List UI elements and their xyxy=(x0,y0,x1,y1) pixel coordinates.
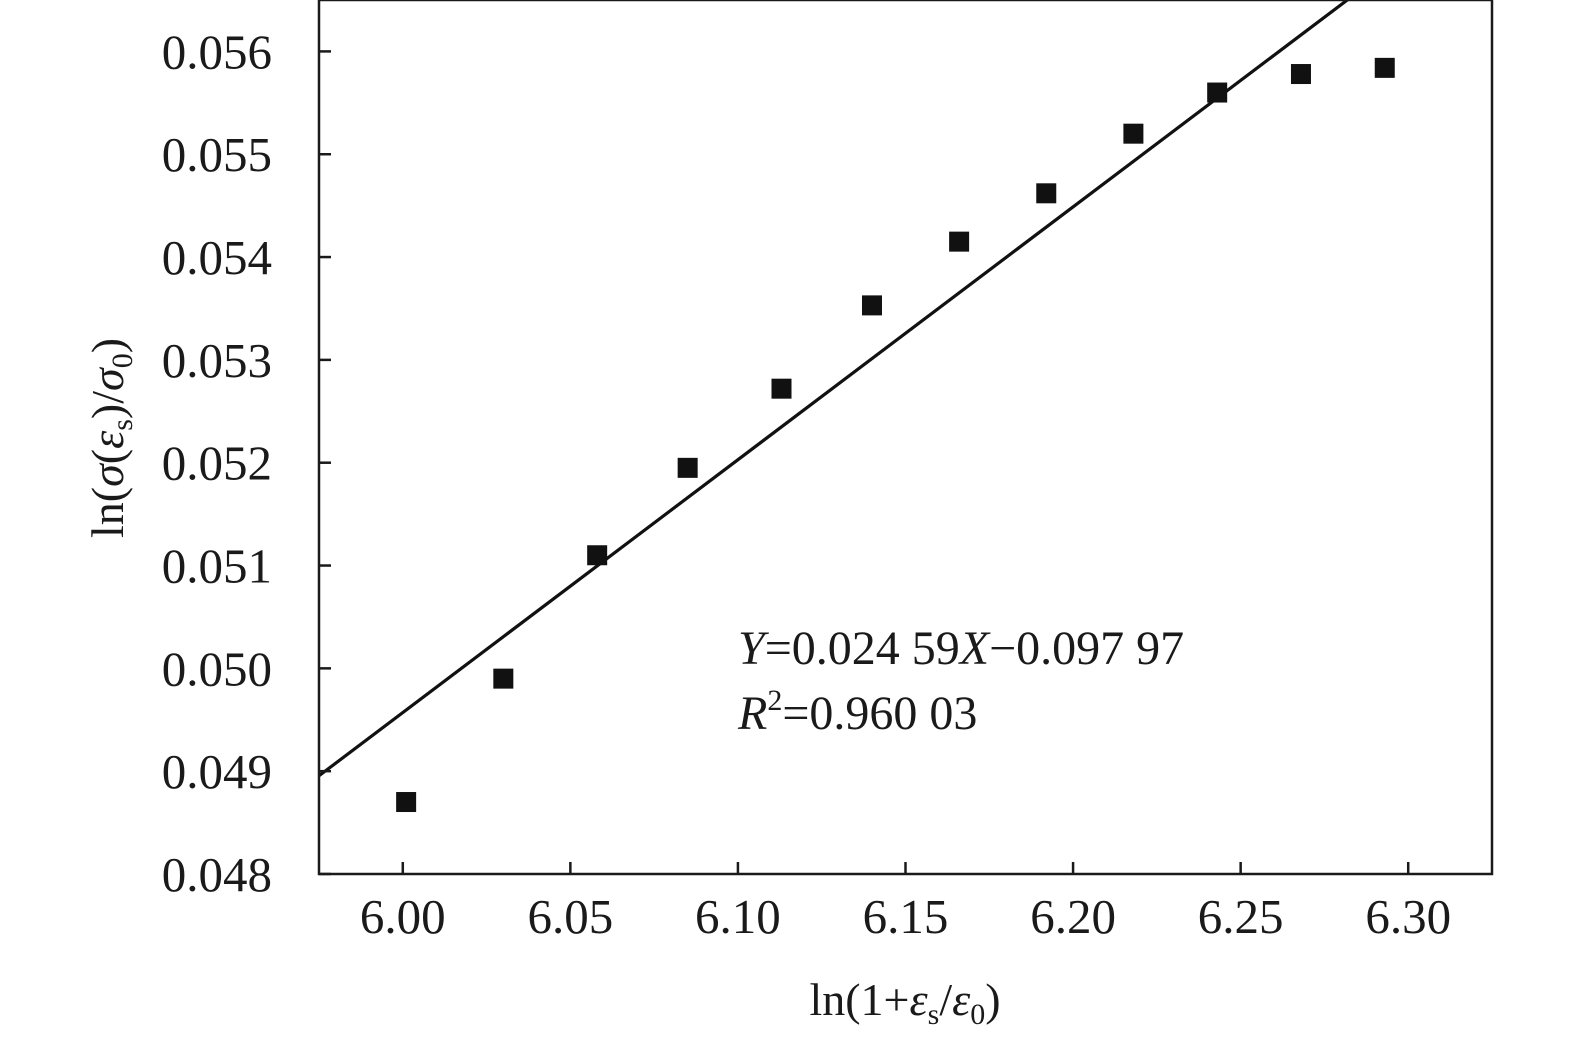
y-tick-label: 0.052 xyxy=(162,436,272,491)
y-axis-title-sub-s: s xyxy=(106,419,139,431)
data-point xyxy=(1036,183,1057,204)
y-axis-title-open: ( xyxy=(82,449,133,464)
x-axis-title-prefix: ln(1+ xyxy=(809,974,909,1025)
r-squared-superscript: 2 xyxy=(767,684,782,717)
x-tick-label: 6.20 xyxy=(1030,889,1116,944)
x-axis-title: ln(1+εs/ε0) xyxy=(809,974,1000,1031)
data-point xyxy=(949,231,970,252)
y-axis-title-sigma: σ xyxy=(82,462,133,487)
data-point xyxy=(1374,57,1395,78)
data-point xyxy=(677,457,698,478)
data-point xyxy=(771,378,792,399)
r-squared: R2=0.960 03 xyxy=(737,684,977,740)
axis-ticks xyxy=(319,50,1410,876)
r-squared-value: =0.960 03 xyxy=(782,687,977,740)
y-tick-label: 0.053 xyxy=(162,333,272,388)
data-point xyxy=(1123,123,1144,144)
r-squared-symbol: R xyxy=(737,687,767,740)
fit-equation: Y=0.024 59X−0.097 97 xyxy=(738,622,1184,675)
y-tick-label: 0.056 xyxy=(162,24,272,79)
y-axis-title-epsilon: ε xyxy=(82,430,133,449)
y-tick-label: 0.050 xyxy=(162,641,272,696)
fit-line xyxy=(319,0,1350,778)
x-tick-label: 6.25 xyxy=(1198,889,1284,944)
x-axis-title-sub-0: 0 xyxy=(970,998,985,1031)
y-axis-title: ln(σ(εs)/σ0) xyxy=(82,338,139,538)
x-axis-title-slash: / xyxy=(939,974,952,1025)
data-point xyxy=(1207,82,1228,103)
x-tick-label: 6.30 xyxy=(1365,889,1451,944)
data-point xyxy=(396,792,417,813)
x-tick-label: 6.15 xyxy=(863,889,949,944)
data-point xyxy=(1290,64,1311,85)
y-tick-label: 0.049 xyxy=(162,744,272,799)
x-axis-title-epsilon-s: ε xyxy=(909,974,928,1025)
plot-frame xyxy=(317,0,1494,876)
data-point xyxy=(587,545,608,566)
y-axis-title-sub-0: 0 xyxy=(106,353,139,368)
y-tick-label: 0.048 xyxy=(162,847,272,902)
data-point xyxy=(493,668,514,689)
plot-layer xyxy=(319,0,1395,813)
x-tick-label: 6.10 xyxy=(695,889,781,944)
fit-equation-coef: =0.024 59 xyxy=(765,622,960,675)
fit-equation-const: −0.097 97 xyxy=(989,622,1184,675)
x-axis-title-epsilon-0: ε xyxy=(952,974,971,1025)
y-axis-title-sigma0: σ xyxy=(82,366,133,391)
fit-equation-x: X xyxy=(958,622,991,675)
x-tick-label: 6.05 xyxy=(527,889,613,944)
y-tick-label: 0.054 xyxy=(162,230,272,285)
x-axis-title-sub-s: s xyxy=(928,998,940,1031)
data-point xyxy=(861,295,882,316)
tick-labels: 6.00 6.05 6.10 6.15 6.20 6.25 6.30 0.048 0.049 0.… xyxy=(162,24,1451,944)
y-axis-title-prefix: ln( xyxy=(82,487,133,538)
y-tick-label: 0.051 xyxy=(162,539,272,594)
x-tick-label: 6.00 xyxy=(360,889,446,944)
y-axis-title-close: )/ xyxy=(82,391,133,419)
fit-equation-y: Y xyxy=(738,622,769,675)
y-axis-title-suffix: ) xyxy=(82,338,133,353)
y-tick-label: 0.055 xyxy=(162,127,272,182)
x-axis-title-suffix: ) xyxy=(985,974,1000,1025)
